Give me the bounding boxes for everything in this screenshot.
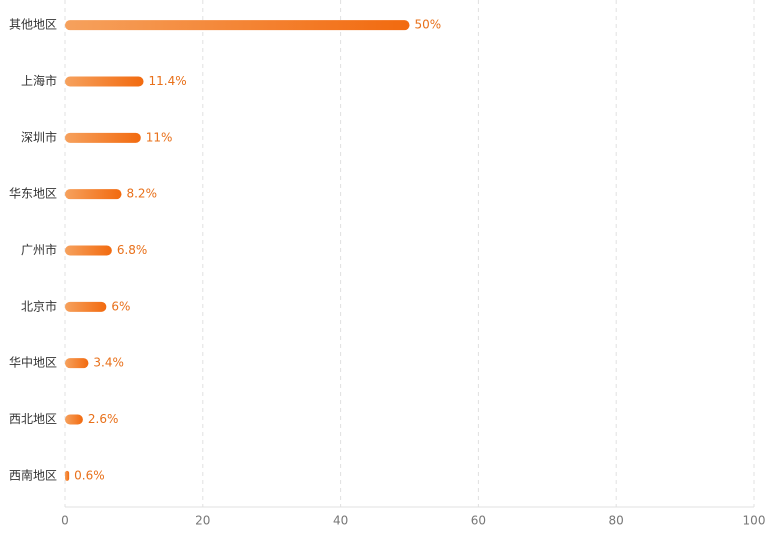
value-label: 3.4% bbox=[93, 356, 124, 370]
value-label: 11.4% bbox=[149, 74, 187, 88]
value-label: 2.6% bbox=[88, 412, 119, 426]
y-tick-label: 华东地区 bbox=[9, 187, 57, 201]
x-tick-label: 80 bbox=[609, 514, 624, 528]
y-tick-label: 华中地区 bbox=[9, 355, 57, 370]
x-tick-label: 0 bbox=[61, 514, 69, 528]
y-tick-label: 广州市 bbox=[21, 242, 57, 257]
bar bbox=[65, 358, 89, 369]
x-tick-label: 100 bbox=[743, 514, 766, 528]
value-label: 6.8% bbox=[117, 243, 147, 257]
value-label: 6% bbox=[111, 299, 130, 313]
bar bbox=[65, 189, 122, 200]
bar bbox=[65, 470, 70, 481]
bar bbox=[65, 132, 141, 143]
y-tick-label: 西北地区 bbox=[9, 412, 57, 426]
value-label: 0.6% bbox=[74, 468, 105, 482]
y-tick-label: 其他地区 bbox=[9, 18, 57, 32]
bar bbox=[65, 414, 83, 425]
value-label: 11% bbox=[146, 130, 173, 144]
y-tick-label: 西南地区 bbox=[9, 467, 57, 482]
y-tick-label: 北京市 bbox=[21, 298, 57, 313]
x-tick-label: 60 bbox=[471, 514, 486, 528]
y-tick-label: 深圳市 bbox=[21, 129, 57, 144]
y-tick-label: 上海市 bbox=[21, 73, 57, 88]
x-tick-label: 20 bbox=[195, 514, 210, 528]
bar bbox=[65, 245, 112, 256]
value-label: 50% bbox=[415, 18, 442, 32]
bar bbox=[65, 301, 107, 312]
x-tick-label: 40 bbox=[333, 514, 348, 528]
bar bbox=[65, 20, 410, 31]
value-label: 8.2% bbox=[126, 187, 157, 201]
bar bbox=[65, 76, 144, 87]
